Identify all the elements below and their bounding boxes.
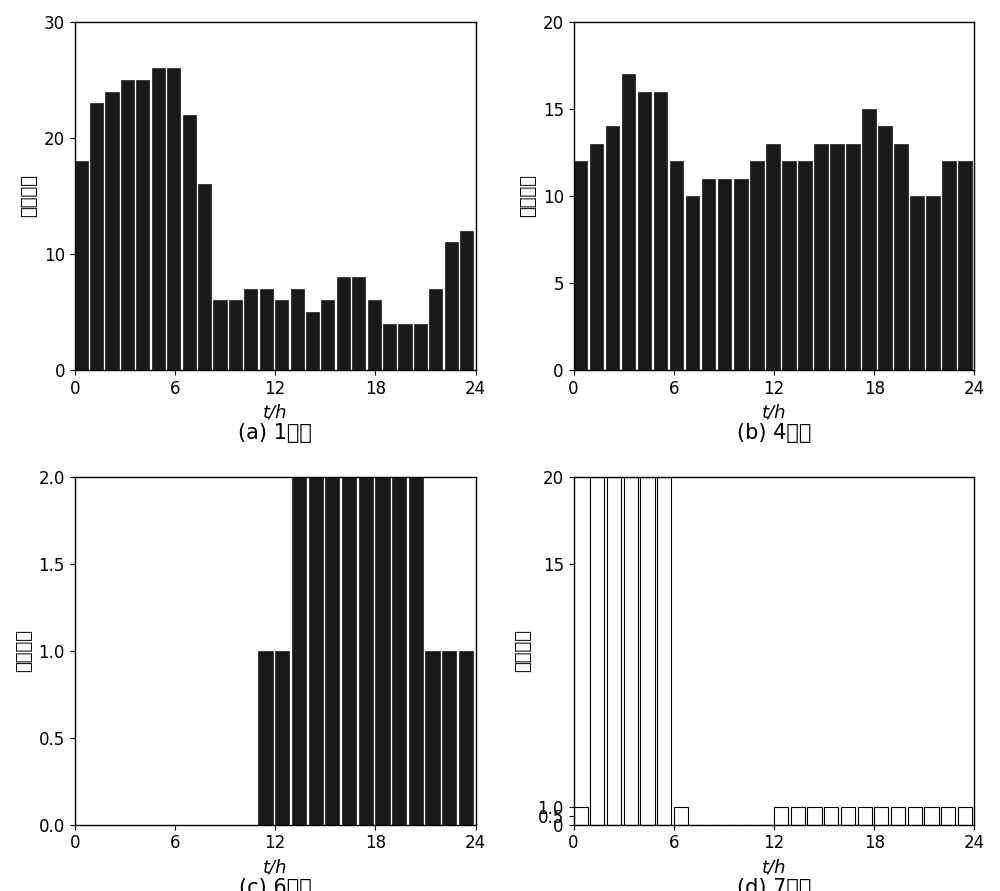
Bar xyxy=(275,300,288,370)
Bar xyxy=(375,477,390,825)
X-axis label: t/h: t/h xyxy=(263,858,287,876)
Bar xyxy=(590,477,604,825)
Bar xyxy=(624,477,638,825)
X-axis label: t/h: t/h xyxy=(762,404,786,421)
Bar xyxy=(260,289,273,370)
Bar xyxy=(121,80,134,370)
Bar xyxy=(908,807,922,825)
Y-axis label: 限电次数: 限电次数 xyxy=(20,175,38,217)
Bar xyxy=(368,300,381,370)
Text: (a) 1月份: (a) 1月份 xyxy=(238,423,312,444)
Bar xyxy=(686,196,699,370)
Bar xyxy=(105,92,119,370)
Bar xyxy=(878,127,892,370)
Bar xyxy=(891,807,905,825)
Bar xyxy=(862,109,876,370)
Bar xyxy=(590,143,603,370)
Bar xyxy=(75,161,88,370)
Bar xyxy=(425,650,440,825)
Bar xyxy=(398,323,412,370)
Bar xyxy=(213,300,227,370)
Bar xyxy=(924,807,939,825)
Bar xyxy=(654,92,667,370)
Bar xyxy=(574,161,587,370)
Bar xyxy=(183,115,196,370)
Bar xyxy=(657,477,671,825)
Text: (c) 6月份: (c) 6月份 xyxy=(239,879,311,891)
Y-axis label: 限电次数: 限电次数 xyxy=(519,175,537,217)
Bar xyxy=(244,289,257,370)
Bar xyxy=(958,807,972,825)
Bar xyxy=(429,289,442,370)
Y-axis label: 限电次数: 限电次数 xyxy=(15,629,33,673)
Bar xyxy=(306,312,319,370)
Bar xyxy=(782,161,796,370)
Bar xyxy=(750,161,764,370)
Text: (d) 7月份: (d) 7月份 xyxy=(737,879,811,891)
Bar xyxy=(321,300,334,370)
Bar xyxy=(798,161,812,370)
Bar xyxy=(392,477,406,825)
Bar xyxy=(460,231,473,370)
Bar xyxy=(622,74,635,370)
Bar xyxy=(383,323,396,370)
Bar xyxy=(910,196,924,370)
Bar xyxy=(814,143,828,370)
Bar xyxy=(791,807,805,825)
Bar xyxy=(342,477,356,825)
Bar xyxy=(337,277,350,370)
Bar xyxy=(958,161,972,370)
Bar xyxy=(858,807,872,825)
Bar xyxy=(90,103,103,370)
Bar xyxy=(824,807,838,825)
Bar xyxy=(275,650,289,825)
Bar xyxy=(702,178,715,370)
Bar xyxy=(325,477,339,825)
Bar xyxy=(607,477,621,825)
Bar xyxy=(638,92,651,370)
X-axis label: t/h: t/h xyxy=(762,858,786,876)
Bar xyxy=(718,178,731,370)
Bar xyxy=(841,807,855,825)
Bar xyxy=(459,650,473,825)
Bar xyxy=(152,69,165,370)
Bar xyxy=(894,143,908,370)
Bar xyxy=(258,650,273,825)
Bar xyxy=(309,477,323,825)
Bar xyxy=(942,161,956,370)
Bar xyxy=(167,69,180,370)
Bar xyxy=(941,807,955,825)
Bar xyxy=(807,807,822,825)
Bar xyxy=(766,143,780,370)
Bar xyxy=(640,477,655,825)
X-axis label: t/h: t/h xyxy=(263,404,287,421)
Bar xyxy=(198,184,211,370)
Bar xyxy=(874,807,888,825)
Bar xyxy=(674,807,688,825)
Bar xyxy=(409,477,423,825)
Bar xyxy=(414,323,427,370)
Bar xyxy=(670,161,683,370)
Bar xyxy=(445,242,458,370)
Bar xyxy=(830,143,844,370)
Text: (b) 4月份: (b) 4月份 xyxy=(737,423,811,444)
Bar xyxy=(291,289,304,370)
Bar xyxy=(574,807,588,825)
Bar xyxy=(352,277,365,370)
Bar xyxy=(926,196,940,370)
Bar xyxy=(606,127,619,370)
Bar xyxy=(846,143,860,370)
Bar xyxy=(359,477,373,825)
Bar xyxy=(229,300,242,370)
Bar xyxy=(136,80,149,370)
Bar xyxy=(734,178,748,370)
Y-axis label: 限电次数: 限电次数 xyxy=(514,629,532,673)
Bar xyxy=(442,650,456,825)
Bar xyxy=(774,807,788,825)
Bar xyxy=(292,477,306,825)
